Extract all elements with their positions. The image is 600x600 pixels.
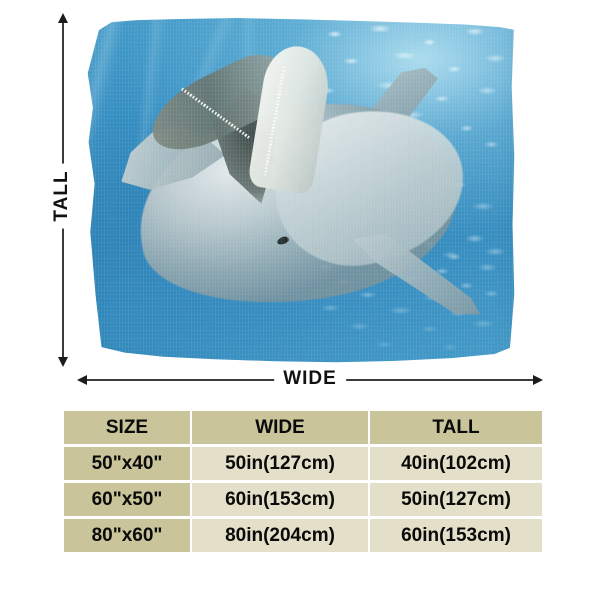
tall-dimension-label: TALL	[47, 163, 77, 229]
cell-size: 50"x40"	[64, 447, 190, 480]
cell-wide: 80in(204cm)	[192, 519, 368, 552]
cell-tall: 40in(102cm)	[370, 447, 542, 480]
blanket-fabric	[86, 18, 515, 363]
wide-dimension-label: WIDE	[274, 365, 346, 393]
cell-size: 60"x50"	[64, 483, 190, 516]
table-row: 50"x40" 50in(127cm) 40in(102cm)	[64, 447, 542, 480]
cell-wide: 60in(153cm)	[192, 483, 368, 516]
cell-tall: 50in(127cm)	[370, 483, 542, 516]
dolphin-illustration	[86, 18, 515, 362]
blanket-photo	[86, 18, 516, 363]
table-row: 80"x60" 80in(204cm) 60in(153cm)	[64, 519, 542, 552]
cell-wide: 50in(127cm)	[192, 447, 368, 480]
fabric-fold-shading	[87, 18, 515, 363]
header-tall: TALL	[370, 411, 542, 444]
table-row: 60"x50" 60in(153cm) 50in(127cm)	[64, 483, 542, 516]
table-header-row: SIZE WIDE TALL	[64, 411, 542, 444]
header-size: SIZE	[64, 411, 190, 444]
cell-tall: 60in(153cm)	[370, 519, 542, 552]
size-chart-table: SIZE WIDE TALL 50"x40" 50in(127cm) 40in(…	[62, 408, 544, 555]
header-wide: WIDE	[192, 411, 368, 444]
cell-size: 80"x60"	[64, 519, 190, 552]
fabric-weave-texture	[87, 18, 515, 363]
